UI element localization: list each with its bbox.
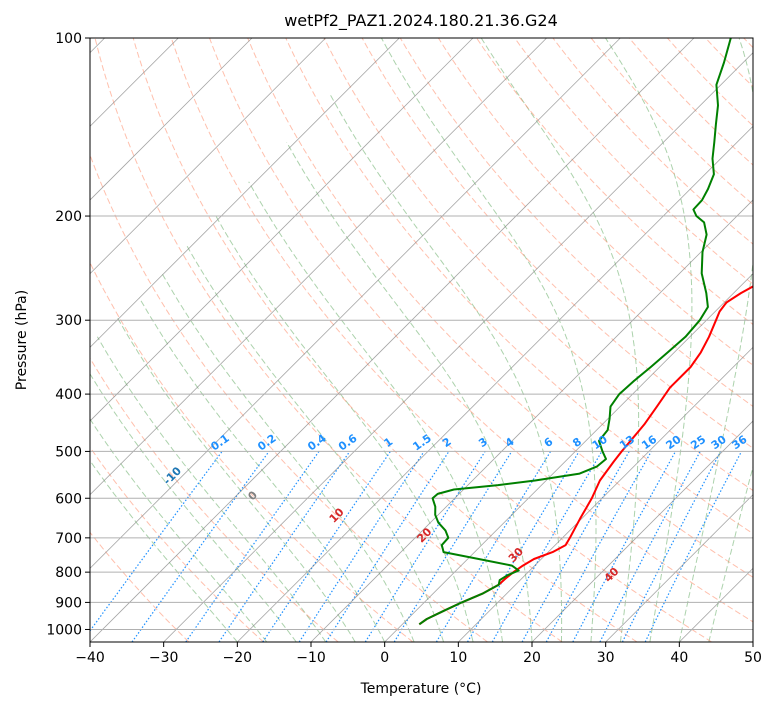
isotherm-line [90, 38, 253, 201]
x-tick-label: −10 [296, 650, 326, 666]
isotherm-line [90, 38, 326, 275]
moist-adiabat-line [90, 459, 238, 642]
mixing-ratio-line [90, 451, 223, 632]
mixing-ratio-line [325, 451, 450, 642]
mixing-ratio-line [393, 451, 513, 642]
mixing-ratio-line [621, 451, 722, 642]
isotherm-line [531, 420, 753, 642]
mixing-ratio-line [644, 451, 743, 642]
x-tick-label: −20 [223, 650, 253, 666]
mixing-ratio-line [521, 451, 630, 642]
moist-adiabats [90, 38, 753, 642]
moist-adiabat-line [330, 95, 563, 642]
x-tick-label: 20 [523, 650, 541, 666]
dry-adiabats [90, 38, 753, 642]
x-tick-label: −40 [75, 650, 105, 666]
y-tick-label: 600 [55, 491, 82, 507]
mixing-ratio-line [185, 451, 320, 642]
x-tick-label: 40 [670, 650, 688, 666]
x-axis-label: Temperature (°C) [360, 681, 482, 697]
moist-adiabat-line [248, 181, 503, 642]
moist-adiabat-line [678, 38, 753, 642]
dry-adiabat-line [285, 38, 753, 535]
dewpoint-profile [418, 38, 732, 626]
y-tick-label: 900 [55, 595, 82, 611]
y-tick-label: 400 [55, 387, 82, 403]
isotherm-line [458, 346, 753, 642]
y-tick-label: 300 [55, 313, 82, 329]
y-tick-label: 500 [55, 444, 82, 460]
dry-adiabat-line [94, 38, 563, 642]
x-tick-label: 10 [449, 650, 467, 666]
y-tick-label: 800 [55, 565, 82, 581]
moist-adiabat-line [186, 246, 445, 642]
dry-adiabat-line [247, 38, 753, 578]
isotherm-line [90, 38, 547, 496]
chart-title: wetPf2_PAZ1.2024.180.21.36.G24 [284, 11, 558, 31]
mixing-ratio-line [364, 451, 486, 642]
y-axis-ticks: 1000 900 800 700 600 500 400 300 200 100 [46, 31, 90, 638]
moist-adiabat-line [215, 215, 474, 642]
isotherm-line [605, 494, 753, 642]
mixing-ratio-line [131, 451, 270, 642]
y-axis-label: Pressure (hPa) [14, 290, 30, 390]
y-tick-label: 100 [55, 31, 82, 47]
dry-adiabat-line [90, 531, 190, 642]
y-tick-label: 700 [55, 531, 82, 547]
moist-adiabat-line [605, 38, 693, 642]
isotherm-line [90, 38, 621, 569]
y-tick-label: 1000 [46, 622, 82, 638]
isotherm-line [163, 52, 753, 642]
x-tick-label: 0 [380, 650, 389, 666]
dry-adiabat-line [90, 261, 414, 642]
x-axis-ticks: −40 −30 −20 −10 0 10 20 30 40 50 [75, 642, 762, 666]
dry-adiabat-line [514, 38, 753, 285]
mixing-ratio-line [298, 451, 425, 642]
isobar-gridlines [90, 38, 753, 630]
dry-adiabat-line [437, 38, 753, 366]
x-tick-label: −30 [149, 650, 179, 666]
dry-adiabat-line [90, 153, 488, 642]
dry-adiabat-line [552, 38, 753, 245]
moist-adiabat-line [161, 273, 415, 642]
moist-adiabat-line [90, 372, 297, 642]
isotherm-line [90, 38, 400, 348]
moist-adiabat-line [380, 38, 597, 642]
isotherm-line [237, 125, 753, 642]
dry-adiabat-line [476, 38, 753, 326]
moist-adiabat-line [96, 336, 327, 642]
x-tick-label: 30 [597, 650, 615, 666]
dry-adiabat-line [90, 357, 339, 642]
plot-frame [89, 37, 754, 643]
moist-adiabat-line [138, 297, 386, 642]
mixing-ratio-line [572, 451, 677, 642]
isotherm-line [310, 199, 753, 642]
dry-adiabat-line [399, 38, 753, 408]
isotherm-line [90, 38, 474, 422]
moist-adiabat-line [90, 418, 268, 642]
y-tick-label: 200 [55, 209, 82, 225]
isotherm-line [90, 38, 695, 642]
dry-adiabat-line [209, 38, 753, 623]
plot-area: 0.10.20.40.611.52346810131620253036-100-… [90, 38, 753, 642]
dry-adiabat-line [323, 38, 753, 492]
mixing-ratio-line [599, 451, 701, 642]
isotherm-line [384, 273, 753, 642]
skewed-isotherms [90, 38, 753, 642]
mixing-ratio-line [491, 451, 603, 642]
dry-adiabat-line [132, 38, 638, 642]
x-tick-label: 50 [744, 650, 762, 666]
sounding-series [418, 38, 753, 626]
dry-adiabat-line [590, 38, 753, 206]
moist-adiabat-line [115, 315, 356, 642]
moist-adiabat-line [480, 38, 640, 642]
